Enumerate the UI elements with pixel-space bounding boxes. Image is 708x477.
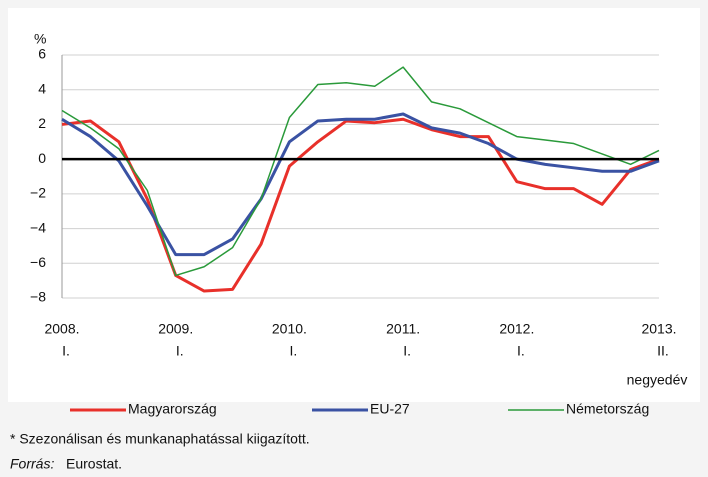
series-line (61, 117, 660, 293)
x-axis-note: negyedév (627, 372, 688, 388)
x-tick-quarter: I. (62, 343, 70, 359)
source-label: Forrás: (10, 456, 54, 472)
x-tick-quarter: I. (176, 343, 184, 359)
y-tick-label: −2 (30, 185, 46, 201)
x-tick-year: 2011. (386, 321, 420, 337)
legend-label: Németország (566, 401, 649, 417)
plot-background (8, 8, 700, 402)
x-tick-year: 2008. (44, 321, 79, 337)
x-tick-year: 2010. (272, 321, 307, 337)
y-tick-label: −4 (30, 219, 46, 235)
x-tick-quarter: I. (403, 343, 411, 359)
x-tick-year: 2012. (499, 321, 534, 337)
source: Eurostat. (66, 456, 122, 472)
y-tick-label: 6 (38, 46, 46, 62)
footnote: * Szezonálisan és munkanaphatással kiiga… (10, 431, 310, 447)
y-tick-label: −8 (30, 289, 46, 305)
x-tick-year: 2009. (158, 321, 193, 337)
y-tick-label: 2 (38, 115, 46, 131)
series-line (61, 66, 660, 277)
legend-label: EU-27 (370, 401, 410, 417)
x-tick-year: 2013. (641, 321, 676, 337)
x-tick-quarter: II. (657, 343, 669, 359)
y-unit: % (34, 31, 46, 47)
x-tick-quarter: I. (290, 343, 298, 359)
legend-label: Magyarország (128, 401, 217, 417)
y-tick-label: 0 (38, 150, 46, 166)
y-tick-label: 4 (38, 80, 46, 96)
y-tick-label: −6 (30, 254, 46, 270)
x-tick-quarter: I. (517, 343, 525, 359)
series-line (61, 112, 660, 257)
